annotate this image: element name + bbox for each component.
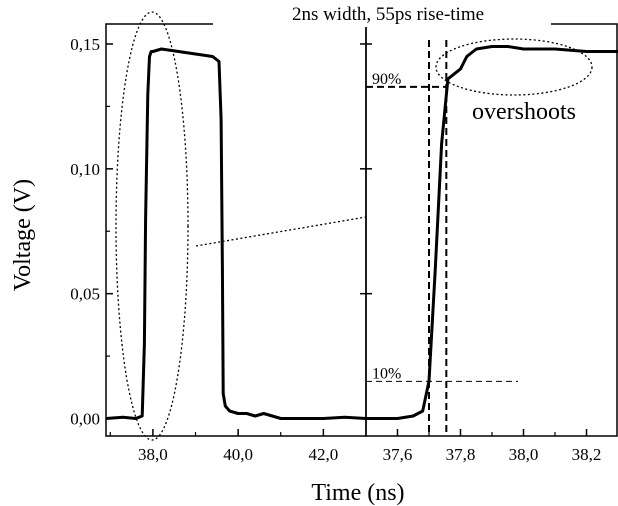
y-axis-label: Voltage (V) xyxy=(10,179,36,291)
x-tick-label-left: 42,0 xyxy=(309,445,339,464)
tick-marks xyxy=(106,43,588,436)
left-series-line xyxy=(105,47,367,420)
chart-title: 2ns width, 55ps rise-time xyxy=(292,4,484,25)
x-tick-label-left: 40,0 xyxy=(223,445,253,464)
level-90-label: 90% xyxy=(372,71,401,88)
x-tick-label-right: 38,0 xyxy=(509,445,539,464)
x-tick-label-right: 37,8 xyxy=(446,445,476,464)
y-tick-label: 0,05 xyxy=(70,285,100,304)
title-gap xyxy=(213,21,369,27)
y-tick-label: 0,00 xyxy=(70,410,100,429)
overshoots-label: overshoots xyxy=(472,99,576,125)
overshoot-highlight-ellipse xyxy=(435,38,593,96)
tick-labels: 0,00 0,05 0,10 0,15 38,0 40,0 42,0 37,6 37,8 38,0… xyxy=(70,35,601,464)
level-10-label: 10% xyxy=(372,365,401,382)
title-gap-right xyxy=(369,21,551,27)
x-tick-label-right: 37,6 xyxy=(383,445,413,464)
y-tick-label: 0,10 xyxy=(70,160,100,179)
left-highlight-ellipse xyxy=(115,11,189,441)
x-tick-label-left: 38,0 xyxy=(138,445,168,464)
x-axis-label: Time (ns) xyxy=(311,480,404,506)
y-tick-label: 0,15 xyxy=(70,35,100,54)
right-series-line xyxy=(366,45,618,420)
x-tick-label-right: 38,2 xyxy=(572,445,602,464)
zoom-connector-line xyxy=(195,216,367,247)
right-plot-frame xyxy=(365,23,618,437)
